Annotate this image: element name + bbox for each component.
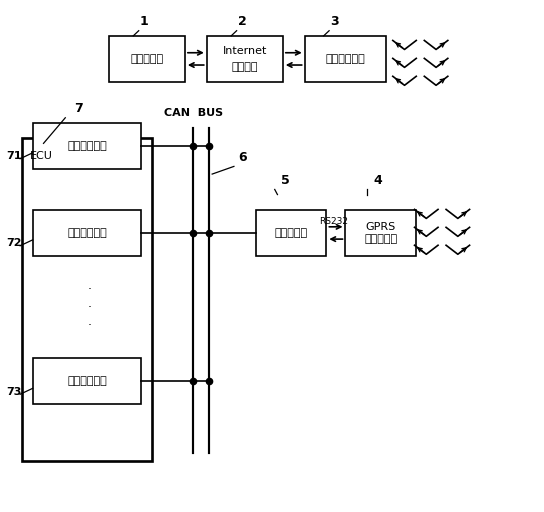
Text: 71: 71 [6, 151, 21, 161]
Bar [109, 36, 185, 82]
Bar [33, 210, 141, 256]
Text: 7: 7 [75, 102, 83, 115]
Text: 移动网络平台: 移动网络平台 [325, 54, 366, 64]
Text: 整车控制单元: 整车控制单元 [67, 141, 107, 151]
Text: 72: 72 [6, 238, 21, 248]
Bar [33, 358, 141, 404]
Bar [345, 210, 416, 256]
Text: ·
·
·: · · · [88, 283, 92, 332]
Text: 电池管理单元: 电池管理单元 [67, 376, 107, 387]
Text: 2: 2 [238, 15, 246, 28]
Text: 4: 4 [374, 174, 382, 187]
Text: CAN  BUS: CAN BUS [164, 108, 222, 118]
Text: 73: 73 [6, 387, 21, 397]
Text: Internet: Internet [222, 46, 267, 56]
Text: 1: 1 [140, 15, 149, 28]
Bar [305, 36, 386, 82]
Bar [256, 210, 326, 256]
Text: 6: 6 [238, 151, 246, 164]
Bar [33, 123, 141, 169]
Bar [207, 36, 283, 82]
Text: ECU: ECU [30, 151, 53, 161]
Text: 5: 5 [281, 174, 290, 187]
Text: 3: 3 [330, 15, 339, 28]
Text: 网络平台: 网络平台 [232, 61, 258, 72]
Bar [22, 138, 152, 461]
Text: GPRS
数据收发器: GPRS 数据收发器 [364, 222, 397, 244]
Text: RS232: RS232 [319, 217, 349, 226]
Text: 数据记录仪: 数据记录仪 [275, 228, 307, 238]
Text: 仪表显示单元: 仪表显示单元 [67, 228, 107, 238]
Text: 传输计算机: 传输计算机 [131, 54, 163, 64]
